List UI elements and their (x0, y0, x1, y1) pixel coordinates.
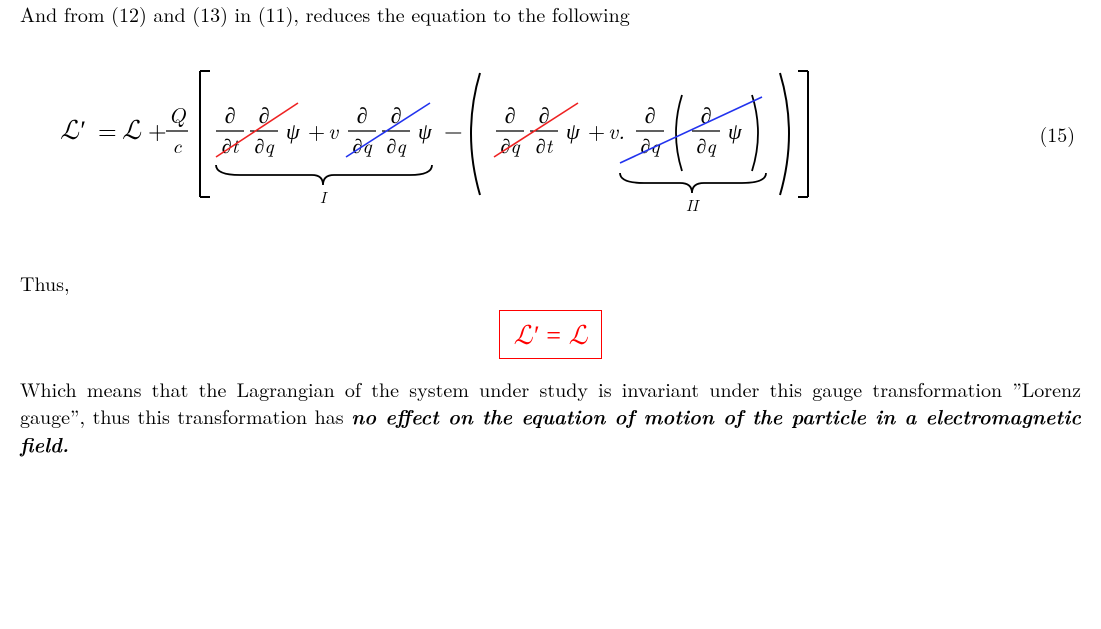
eq-Q: Q (169, 99, 187, 130)
eq-L: ℒ (122, 110, 142, 147)
underbrace-II-icon (620, 173, 766, 193)
eq-lhs: ℒ′ (60, 110, 85, 147)
inner-left-paren-icon (676, 95, 682, 171)
eq-dt-1: ∂t (222, 130, 240, 159)
eq-vdot: v. (608, 115, 625, 146)
boxed-result: ℒ′ = ℒ (499, 310, 603, 359)
eq-minus: − (444, 112, 463, 146)
equation-15: ℒ′ = ℒ + Q c ∂ ∂t ∂ ∂q ψ (60, 53, 1020, 223)
thus-label: Thus, (20, 269, 1081, 296)
eq-d-7: ∂ (645, 99, 656, 130)
eq-dq-3: ∂q (386, 130, 406, 159)
right-bracket-icon (798, 71, 808, 197)
eq-plus-3: + (588, 115, 605, 146)
eq-psi-2: ψ (418, 115, 432, 146)
eq-d-3: ∂ (357, 99, 368, 130)
brace-label-II: II (686, 193, 701, 216)
eq-d-1: ∂ (225, 99, 236, 130)
eq-d-5: ∂ (505, 99, 516, 130)
left-bracket-icon (200, 71, 210, 197)
eq-dq-2: ∂q (352, 130, 372, 159)
eq-psi-4: ψ (728, 115, 742, 146)
inner-right-paren-icon (752, 95, 758, 171)
eq-dq-4: ∂q (500, 130, 520, 159)
eq-equals: = (98, 112, 117, 146)
brace-label-I: I (320, 185, 329, 208)
equation-15-block: (15) ℒ′ = ℒ + Q c ∂ ∂t ∂ ∂q (20, 53, 1081, 223)
eq-v-1: v (328, 115, 339, 146)
eq-c: c (172, 130, 182, 159)
eq-dq-1: ∂q (254, 130, 274, 159)
eq-dq-5: ∂q (640, 130, 660, 159)
underbrace-I-icon (216, 165, 432, 185)
eq-dq-6: ∂q (696, 130, 716, 159)
eq-psi-1: ψ (286, 115, 300, 146)
boxed-result-text: ℒ′ = ℒ (514, 321, 588, 350)
eq-plus-2: + (308, 115, 325, 146)
equation-number: (15) (1039, 119, 1075, 148)
eq-dt-2: ∂t (536, 130, 554, 159)
eq-plus-1: + (148, 112, 167, 146)
conclusion-paragraph: Which means that the Lagrangian of the s… (20, 375, 1081, 458)
left-paren-icon (471, 73, 480, 195)
right-paren-icon (780, 73, 789, 195)
eq-psi-3: ψ (566, 115, 580, 146)
intro-paragraph: And from (12) and (13) in (11), reduces … (20, 0, 1081, 27)
